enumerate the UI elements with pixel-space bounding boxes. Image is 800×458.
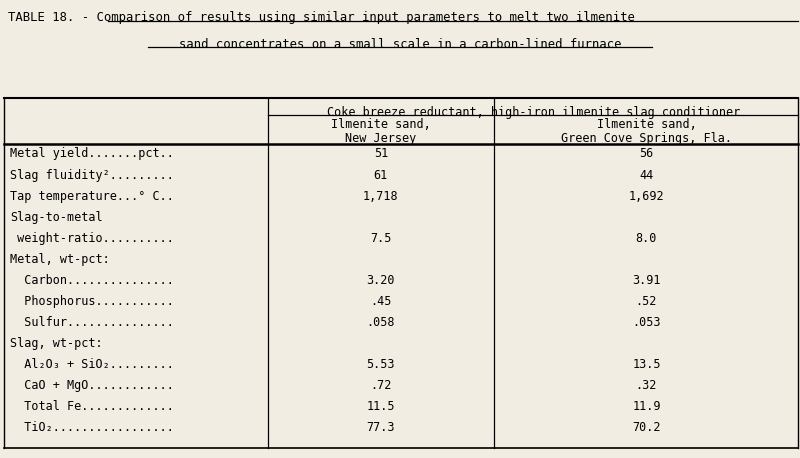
Text: 1,692: 1,692 bbox=[629, 190, 664, 202]
Text: 77.3: 77.3 bbox=[366, 421, 395, 434]
Text: 44: 44 bbox=[639, 169, 654, 181]
Text: TiO₂.................: TiO₂................. bbox=[10, 421, 174, 434]
Text: 5.53: 5.53 bbox=[366, 358, 395, 371]
Text: sand concentrates on a small scale in a carbon-lined furnace: sand concentrates on a small scale in a … bbox=[178, 38, 622, 50]
Text: 13.5: 13.5 bbox=[632, 358, 661, 371]
Text: Slag, wt-pct:: Slag, wt-pct: bbox=[10, 337, 103, 350]
Text: .45: .45 bbox=[370, 295, 391, 308]
Text: CaO + MgO............: CaO + MgO............ bbox=[10, 379, 174, 392]
Text: Tap temperature...° C..: Tap temperature...° C.. bbox=[10, 190, 174, 202]
Text: 1,718: 1,718 bbox=[363, 190, 398, 202]
Text: 61: 61 bbox=[374, 169, 388, 181]
Text: Metal, wt-pct:: Metal, wt-pct: bbox=[10, 253, 110, 266]
Text: Slag-to-metal: Slag-to-metal bbox=[10, 211, 103, 224]
Text: 7.5: 7.5 bbox=[370, 232, 391, 245]
Text: Al₂O₃ + SiO₂.........: Al₂O₃ + SiO₂......... bbox=[10, 358, 174, 371]
Text: 11.9: 11.9 bbox=[632, 400, 661, 413]
Text: Total Fe.............: Total Fe............. bbox=[10, 400, 174, 413]
Text: .72: .72 bbox=[370, 379, 391, 392]
Text: 8.0: 8.0 bbox=[636, 232, 657, 245]
Text: 3.20: 3.20 bbox=[366, 274, 395, 287]
Text: Ilmenite sand,: Ilmenite sand, bbox=[331, 118, 430, 131]
Text: .32: .32 bbox=[636, 379, 657, 392]
Text: New Jersey: New Jersey bbox=[345, 132, 417, 145]
Text: 70.2: 70.2 bbox=[632, 421, 661, 434]
Text: .053: .053 bbox=[632, 316, 661, 329]
Text: Phosphorus...........: Phosphorus........... bbox=[10, 295, 174, 308]
Text: Sulfur...............: Sulfur............... bbox=[10, 316, 174, 329]
Text: Metal yield.......pct..: Metal yield.......pct.. bbox=[10, 147, 174, 160]
Text: 51: 51 bbox=[374, 147, 388, 160]
Text: .058: .058 bbox=[366, 316, 395, 329]
Text: Green Cove Springs, Fla.: Green Cove Springs, Fla. bbox=[561, 132, 732, 145]
Text: TABLE 18. - Comparison of results using similar input parameters to melt two ilm: TABLE 18. - Comparison of results using … bbox=[8, 11, 635, 24]
Text: Coke breeze reductant, high-iron ilmenite slag conditioner: Coke breeze reductant, high-iron ilmenit… bbox=[326, 106, 740, 119]
Text: Carbon...............: Carbon............... bbox=[10, 274, 174, 287]
Text: .52: .52 bbox=[636, 295, 657, 308]
Text: weight-ratio..........: weight-ratio.......... bbox=[10, 232, 174, 245]
Text: 56: 56 bbox=[639, 147, 654, 160]
Text: 11.5: 11.5 bbox=[366, 400, 395, 413]
Text: Ilmenite sand,: Ilmenite sand, bbox=[597, 118, 696, 131]
Text: 3.91: 3.91 bbox=[632, 274, 661, 287]
Text: Slag fluidity².........: Slag fluidity²......... bbox=[10, 169, 174, 181]
